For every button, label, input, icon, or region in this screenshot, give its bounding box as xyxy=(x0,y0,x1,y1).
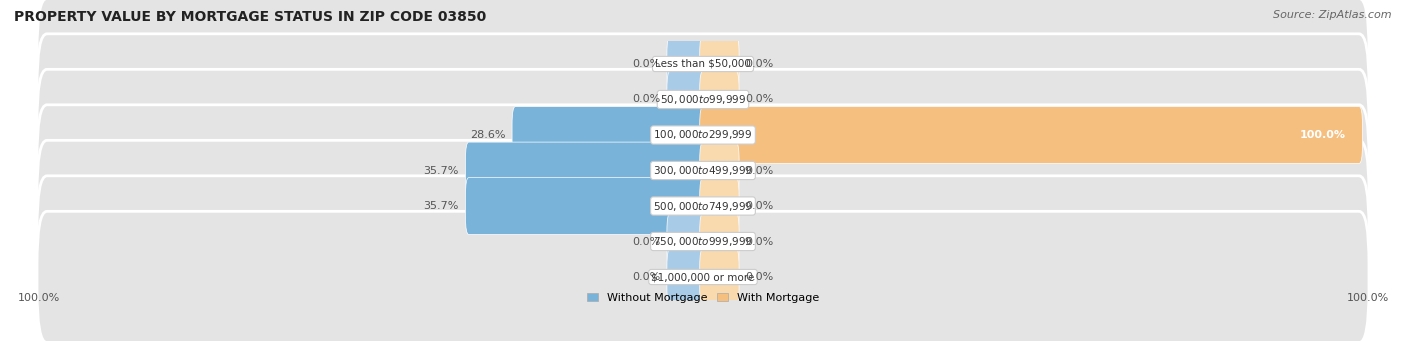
Text: 0.0%: 0.0% xyxy=(745,59,773,69)
FancyBboxPatch shape xyxy=(37,0,1369,130)
Text: $100,000 to $299,999: $100,000 to $299,999 xyxy=(654,129,752,142)
FancyBboxPatch shape xyxy=(37,105,1369,236)
Text: 0.0%: 0.0% xyxy=(633,237,661,247)
Text: $300,000 to $499,999: $300,000 to $499,999 xyxy=(654,164,752,177)
Text: 100.0%: 100.0% xyxy=(1301,130,1346,140)
FancyBboxPatch shape xyxy=(37,140,1369,272)
FancyBboxPatch shape xyxy=(465,178,706,234)
FancyBboxPatch shape xyxy=(37,34,1369,165)
FancyBboxPatch shape xyxy=(666,35,706,92)
FancyBboxPatch shape xyxy=(700,71,740,128)
Text: PROPERTY VALUE BY MORTGAGE STATUS IN ZIP CODE 03850: PROPERTY VALUE BY MORTGAGE STATUS IN ZIP… xyxy=(14,10,486,24)
Text: 0.0%: 0.0% xyxy=(745,165,773,176)
FancyBboxPatch shape xyxy=(37,211,1369,341)
Text: 0.0%: 0.0% xyxy=(745,94,773,104)
Text: 0.0%: 0.0% xyxy=(633,94,661,104)
Text: $750,000 to $999,999: $750,000 to $999,999 xyxy=(654,235,752,248)
Text: 0.0%: 0.0% xyxy=(633,272,661,282)
Text: 0.0%: 0.0% xyxy=(745,201,773,211)
Text: Less than $50,000: Less than $50,000 xyxy=(655,59,751,69)
Text: 35.7%: 35.7% xyxy=(423,165,458,176)
Legend: Without Mortgage, With Mortgage: Without Mortgage, With Mortgage xyxy=(582,288,824,308)
FancyBboxPatch shape xyxy=(666,71,706,128)
Text: $50,000 to $99,999: $50,000 to $99,999 xyxy=(659,93,747,106)
Text: 0.0%: 0.0% xyxy=(633,59,661,69)
FancyBboxPatch shape xyxy=(700,35,740,92)
Text: Source: ZipAtlas.com: Source: ZipAtlas.com xyxy=(1274,10,1392,20)
Text: 28.6%: 28.6% xyxy=(470,130,506,140)
Text: 35.7%: 35.7% xyxy=(423,201,458,211)
FancyBboxPatch shape xyxy=(700,107,1362,163)
Text: 0.0%: 0.0% xyxy=(745,272,773,282)
FancyBboxPatch shape xyxy=(666,213,706,270)
FancyBboxPatch shape xyxy=(700,178,740,234)
Text: 0.0%: 0.0% xyxy=(745,237,773,247)
Text: $500,000 to $749,999: $500,000 to $749,999 xyxy=(654,199,752,212)
Text: 100.0%: 100.0% xyxy=(17,293,59,303)
FancyBboxPatch shape xyxy=(512,107,706,163)
FancyBboxPatch shape xyxy=(700,249,740,306)
Text: $1,000,000 or more: $1,000,000 or more xyxy=(651,272,755,282)
FancyBboxPatch shape xyxy=(700,142,740,199)
FancyBboxPatch shape xyxy=(37,176,1369,307)
FancyBboxPatch shape xyxy=(700,213,740,270)
FancyBboxPatch shape xyxy=(666,249,706,306)
FancyBboxPatch shape xyxy=(37,69,1369,201)
Text: 100.0%: 100.0% xyxy=(1347,293,1389,303)
FancyBboxPatch shape xyxy=(465,142,706,199)
